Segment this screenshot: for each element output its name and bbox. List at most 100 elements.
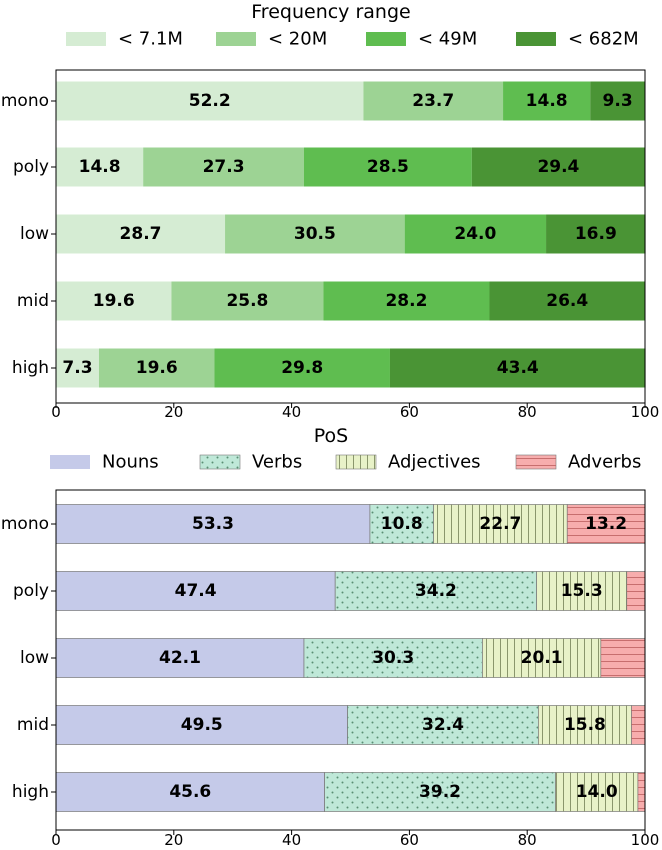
chart2-bar-hatch-low-2 [482,638,601,678]
chart2-bar-mid-0 [55,705,348,745]
chart1-data-label-high-0: 7.3 [62,358,92,378]
chart1-ytick-label-mono: mono [1,91,49,111]
chart2-bar-hatch-low-3 [600,638,645,678]
chart2-bar-hatch-high-3 [637,772,645,812]
chart2-data-label-low-0: 42.1 [159,648,201,668]
chart1-data-label-mono-3: 9.3 [603,91,633,111]
chart2-data-label-mid-0: 49.5 [181,715,223,735]
chart1-xtick-label-4: 80 [518,403,537,421]
chart2-data-label-low-1: 30.3 [372,648,414,668]
chart2-bar-hatch-mid-3 [631,705,645,745]
chart2-ytick-label-low: low [20,648,49,668]
chart1-bar-poly-3 [471,147,645,187]
chart1-bar-high-3 [389,348,646,388]
chart2-bar-mono-0 [55,504,371,544]
chart2-bar-hatch-mono-3 [567,504,645,544]
chart1-bar-poly-0 [56,147,144,187]
chart2-xtick-label-1: 20 [164,831,183,849]
chart1-bar-low-3 [546,214,646,254]
chart1-bar-high-1 [98,348,215,388]
chart2-ytick-label-mono: mono [1,514,49,534]
chart2-data-label-mono-3: 13.2 [585,514,627,534]
chart2-bar-hatch-low-1 [303,638,483,678]
chart1-bar-low-1 [225,214,405,254]
chart1-bar-mid-2 [323,281,490,321]
chart1-data-label-high-3: 43.4 [497,358,539,378]
chart2-legend-label-1: Verbs [252,452,302,473]
chart2-data-label-high-2: 14.0 [576,782,618,802]
chart1-legend-swatch-0 [66,32,106,46]
chart1-xtick-label-1: 20 [164,403,183,421]
chart2-data-label-poly-2: 15.3 [561,581,603,601]
chart1-xtick-label-5: 100 [631,403,660,421]
chart1-legend-label-0: < 7.1M [118,29,183,50]
chart1-data-label-high-1: 19.6 [136,358,178,378]
chart2-bar-hatch-mid-2 [538,705,632,745]
chart1-legend-swatch-2 [366,32,406,46]
chart2-bar-hatch-poly-3 [626,571,645,611]
chart2-legend-swatch-0 [50,455,90,469]
chart1-data-label-poly-2: 28.5 [367,157,409,177]
chart2-xtick-label-5: 100 [631,831,660,849]
chart2-data-label-poly-0: 47.4 [175,581,217,601]
chart2-ytick-label-poly: poly [13,581,49,601]
chart1-data-label-mono-1: 23.7 [412,91,454,111]
chart1-xtick-label-3: 60 [400,403,419,421]
chart2-data-label-poly-1: 34.2 [415,581,457,601]
chart2-legend-label-3: Adverbs [568,452,641,473]
chart2-axes-frame [55,489,646,831]
chart1-data-label-low-0: 28.7 [120,224,162,244]
chart2-legend-label-2: Adjectives [388,452,481,473]
chart2-legend-swatch-hatch-3 [516,455,556,469]
chart1-legend-label-3: < 682M [568,29,639,50]
chart1-bar-mono-1 [363,81,504,121]
chart2-xtick-label-0: 0 [51,831,61,849]
chart1-bar-high-0 [56,348,99,388]
chart2-xtick-label-2: 40 [282,831,301,849]
chart1-legend-title: Frequency range [251,1,410,23]
chart2-bar-hatch-mid-1 [347,705,539,745]
chart2-bar-low-0 [55,638,305,678]
chart2-data-label-mid-2: 15.8 [564,715,606,735]
chart1-bar-high-2 [214,348,390,388]
chart2-bar-hatch-high-2 [555,772,638,812]
chart2-legend-swatch-hatch-1 [200,455,240,469]
chart1-bar-mono-2 [503,81,591,121]
chart1-data-label-mid-1: 25.8 [226,291,268,311]
chart1-data-label-mono-0: 52.2 [189,91,231,111]
chart2-data-label-mono-0: 53.3 [192,514,234,534]
chart1-bar-mid-1 [171,281,324,321]
chart1-ytick-label-low: low [20,224,49,244]
chart1-bar-low-2 [404,214,547,254]
chart1-bar-poly-2 [303,147,472,187]
chart1-data-label-low-1: 30.5 [294,224,336,244]
chart2-bar-hatch-poly-2 [536,571,627,611]
chart2-data-label-mono-2: 22.7 [479,514,521,534]
chart2-bar-hatch-high-1 [324,772,556,812]
chart2-bar-hatch-poly-1 [335,571,537,611]
chart1-data-label-poly-1: 27.3 [203,157,245,177]
chart2-data-label-high-1: 39.2 [419,782,461,802]
chart2-bar-hatch-mono-1 [369,504,434,544]
chart1-bar-mono-0 [56,81,364,121]
chart2-legend-swatch-hatch-2 [336,455,376,469]
chart1-xtick-label-0: 0 [51,403,61,421]
chart1-bar-low-0 [56,214,226,254]
chart1-data-label-mid-3: 26.4 [546,291,588,311]
chart1-axes-frame [55,69,646,404]
chart1-bar-mono-3 [590,81,645,121]
chart2-data-label-mid-1: 32.4 [422,715,464,735]
chart2-data-label-low-2: 20.1 [521,648,563,668]
chart2-legend-label-0: Nouns [102,452,159,473]
chart1-ytick-label-poly: poly [13,157,49,177]
chart1-bar-mid-3 [489,281,645,321]
chart1-bar-poly-1 [143,147,304,187]
chart1-legend-label-2: < 49M [418,29,477,50]
chart1-data-label-poly-0: 14.8 [79,157,121,177]
chart1-ytick-label-high: high [12,358,49,378]
chart1-data-label-low-2: 24.0 [454,224,496,244]
chart2-xtick-label-3: 60 [400,831,419,849]
chart1-ytick-label-mid: mid [17,291,49,311]
chart2-xtick-label-4: 80 [518,831,537,849]
chart1-xtick-label-2: 40 [282,403,301,421]
